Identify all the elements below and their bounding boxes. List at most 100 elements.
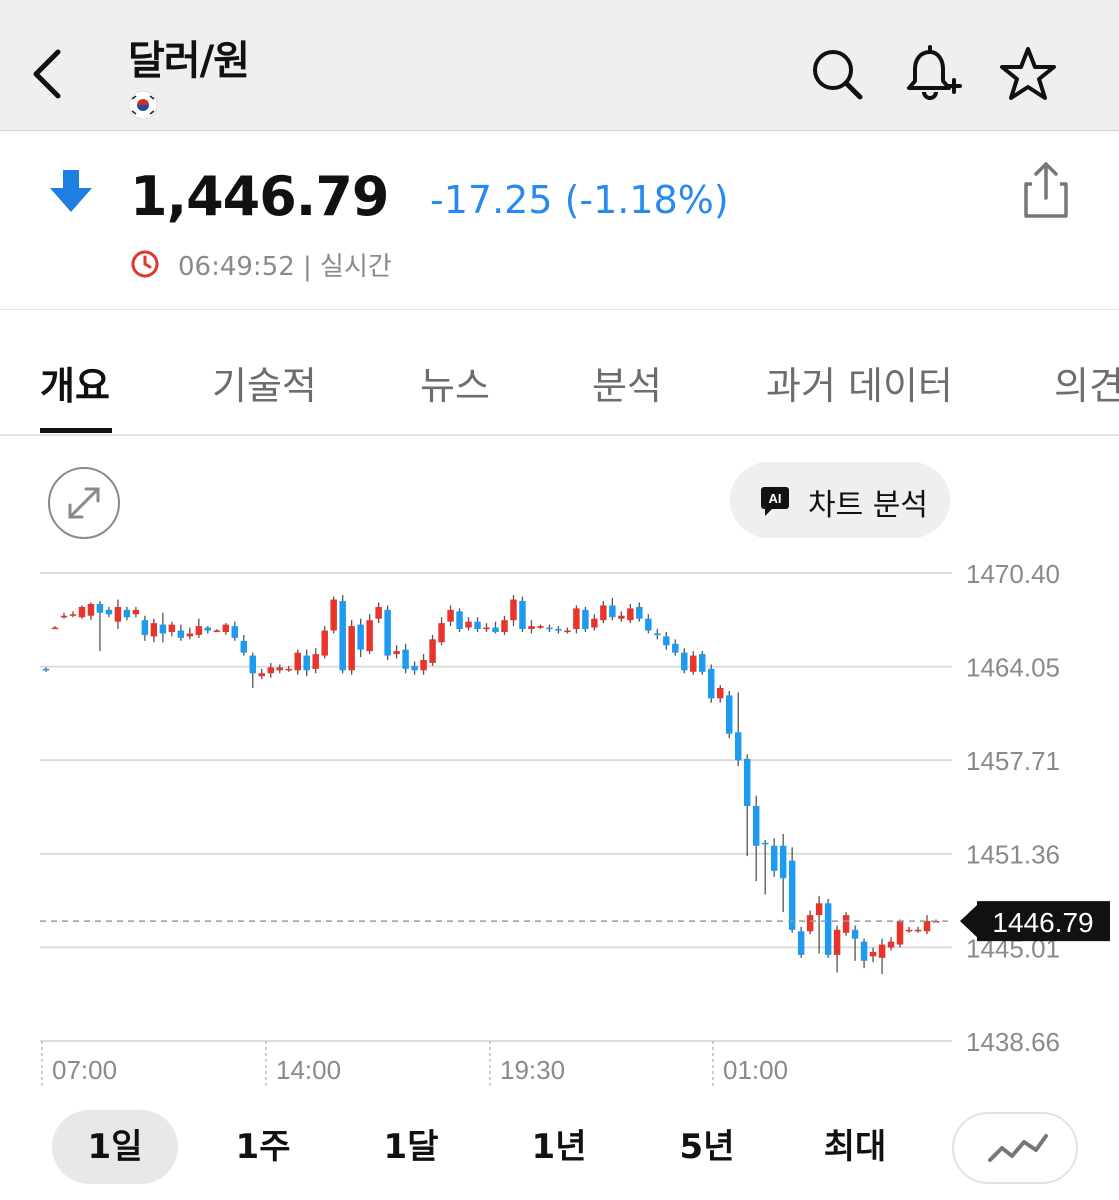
candle-body [249, 655, 257, 674]
candle-body [240, 640, 248, 653]
candle-body [645, 618, 652, 631]
x-tick-label: 14:00 [276, 1055, 341, 1085]
range-1w-button[interactable]: 1주 [235, 1127, 291, 1167]
chart-type-button[interactable] [952, 1112, 1078, 1184]
watchlist-star-button[interactable] [998, 42, 1058, 106]
ai-chart-analysis-button[interactable]: AI 차트 분석 [730, 462, 950, 538]
candle-body [815, 903, 823, 916]
range-1d-button[interactable]: 1일 [52, 1110, 178, 1184]
candle-body [438, 623, 445, 643]
candle-body [366, 620, 373, 652]
active-tab-indicator [40, 428, 112, 433]
search-icon [813, 50, 863, 100]
candle-body [42, 668, 50, 671]
candle-body [447, 609, 454, 622]
tab-opinions[interactable]: 의견 [1054, 364, 1119, 408]
top-app-bar: 달러/원 [0, 0, 1119, 131]
range-max-button[interactable]: 최대 [823, 1127, 887, 1167]
candle-body [546, 627, 553, 630]
candle-body [411, 665, 418, 671]
candle-body [483, 627, 490, 630]
candle-body [788, 860, 796, 930]
y-tick-label: 1464.05 [966, 653, 1060, 683]
candle-body [851, 929, 859, 939]
candle-body [833, 929, 841, 955]
candle-body [734, 732, 742, 761]
back-icon [33, 49, 61, 99]
candle-body [923, 920, 931, 932]
candle-body [285, 668, 292, 671]
candle-body [725, 695, 733, 734]
candle-body [510, 599, 517, 621]
candle-body [600, 605, 607, 621]
tab-historical-data[interactable]: 과거 데이터 [766, 364, 953, 408]
candle-body [213, 630, 221, 633]
time-range-selector: 1일 1주 1달 1년 5년 최대 [0, 1100, 1119, 1200]
ai-chart-analysis-label: 차트 분석 [808, 488, 928, 523]
range-1y-button[interactable]: 1년 [531, 1127, 587, 1167]
candle-body [402, 649, 409, 669]
candle-body [186, 633, 194, 637]
y-tick-label: 1470.40 [966, 559, 1060, 589]
share-button[interactable] [1016, 158, 1076, 222]
tab-overview[interactable]: 개요 [40, 364, 110, 408]
tab-bar: 개요 기술적 뉴스 분석 과거 데이터 의견 [0, 310, 1119, 436]
star-icon [1000, 47, 1056, 100]
candle-body [806, 915, 814, 932]
candle-body [887, 941, 895, 948]
range-5y-button[interactable]: 5년 [679, 1127, 735, 1167]
candle-body [690, 655, 697, 672]
candle-body [501, 620, 508, 632]
candle-body [384, 609, 391, 656]
ai-chat-icon: AI [760, 486, 790, 522]
candle-body [177, 630, 185, 638]
x-tick-label: 07:00 [52, 1055, 117, 1085]
add-alert-bell-icon [907, 45, 962, 100]
candle-body [573, 608, 580, 630]
candle-body [195, 626, 203, 635]
candle-body [663, 636, 670, 646]
candle-body [905, 929, 913, 932]
candle-body [105, 609, 113, 615]
candle-body [150, 623, 158, 637]
expand-arrows-icon [68, 487, 100, 519]
range-1m-button[interactable]: 1달 [383, 1127, 439, 1167]
candle-body [708, 668, 715, 699]
ai-badge-text: AI [769, 491, 782, 506]
candle-body [159, 624, 167, 634]
line-chart-icon [988, 1134, 1048, 1162]
last-price-pointer [960, 904, 978, 939]
tab-analysis[interactable]: 분석 [592, 364, 662, 408]
tab-news[interactable]: 뉴스 [420, 364, 490, 408]
candle-body [420, 659, 427, 671]
candle-body [582, 609, 589, 630]
candle-body [869, 951, 877, 957]
candle-body [779, 845, 787, 879]
current-price: 1,446.79 [130, 165, 389, 228]
candle-body [743, 758, 751, 806]
clock-icon [130, 248, 162, 284]
candle-body [860, 941, 868, 961]
candle-body [267, 667, 274, 674]
candle-body [375, 606, 382, 619]
y-tick-label: 1457.71 [966, 746, 1060, 776]
candle-body [761, 842, 769, 845]
candle-body [465, 621, 472, 628]
candle-body [528, 626, 535, 630]
candle-body [357, 624, 364, 650]
fullscreen-button[interactable] [48, 467, 120, 539]
candle-body [672, 643, 679, 653]
candle-body [519, 601, 526, 630]
candle-body [824, 903, 832, 955]
candlestick-chart[interactable]: 1470.401464.051457.711451.361445.011438.… [0, 550, 1119, 1095]
back-button[interactable] [24, 40, 80, 110]
add-alert-button[interactable] [902, 42, 962, 106]
candle-body [339, 601, 346, 671]
search-button[interactable] [808, 42, 868, 106]
candle-body [681, 652, 688, 671]
tab-technical[interactable]: 기술적 [212, 364, 317, 408]
candle-body [636, 606, 643, 619]
candle-body [276, 667, 283, 671]
candle-body [537, 626, 544, 628]
candle-body [770, 845, 778, 871]
